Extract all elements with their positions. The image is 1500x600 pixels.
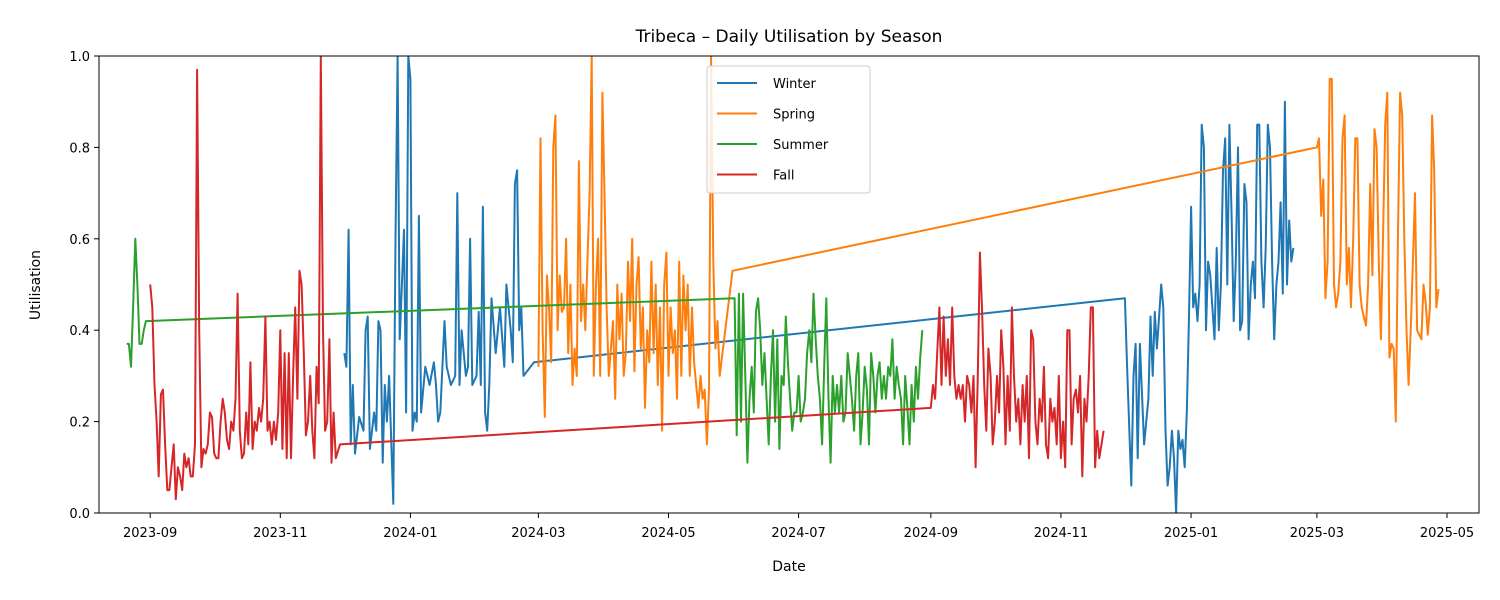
x-tick-label: 2024-01 (383, 526, 437, 541)
plot-area (98, 55, 1480, 514)
y-axis: 0.0 0.2 0.4 0.6 0.8 1.0 (69, 50, 99, 522)
y-tick-label: 1.0 (69, 50, 90, 65)
series-line-fall (149, 56, 1105, 501)
x-tick-label: 2023-09 (123, 526, 177, 541)
y-axis-label: Utilisation (28, 250, 44, 320)
x-tick-label: 2025-03 (1290, 526, 1344, 541)
plot-frame (98, 55, 1480, 514)
legend-label-fall: Fall (773, 169, 794, 184)
x-tick-label: 2023-11 (253, 526, 307, 541)
x-tick-label: 2024-09 (904, 526, 958, 541)
legend-label-winter: Winter (773, 77, 817, 92)
y-tick-label: 0.2 (69, 416, 90, 431)
legend-label-summer: Summer (773, 138, 829, 153)
x-tick-label: 2025-01 (1164, 526, 1218, 541)
series-line-spring (537, 56, 1440, 446)
y-tick-label: 0.8 (69, 141, 90, 156)
x-axis-label: Date (772, 559, 805, 575)
chart-title: Tribeca – Daily Utilisation by Season (635, 27, 943, 47)
x-tick-label: 2024-07 (771, 526, 825, 541)
legend-frame (706, 65, 871, 194)
series-line-summer (126, 237, 924, 464)
y-tick-label: 0.4 (69, 324, 90, 339)
x-tick-label: 2024-11 (1034, 526, 1088, 541)
x-tick-label: 2025-05 (1420, 526, 1474, 541)
x-tick-label: 2024-05 (641, 526, 695, 541)
series-group (126, 56, 1440, 513)
x-axis: 2023-09 2023-11 2024-01 2024-03 2024-05 2024-… (123, 513, 1474, 541)
legend: Winter Spring Summer Fall (706, 65, 871, 194)
y-tick-label: 0.0 (69, 507, 90, 522)
legend-label-spring: Spring (773, 108, 815, 123)
x-tick-label: 2024-03 (511, 526, 565, 541)
y-tick-label: 0.6 (69, 233, 90, 248)
series-line-winter (343, 56, 1295, 513)
